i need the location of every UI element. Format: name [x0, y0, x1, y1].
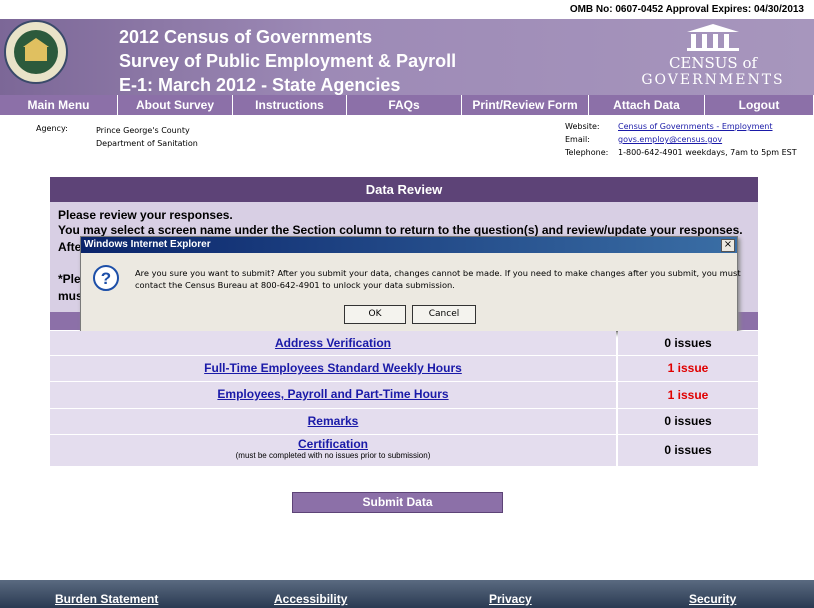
section-cell: Certification (must be completed with no …	[50, 435, 616, 466]
section-cell: Remarks	[50, 409, 616, 434]
close-button[interactable]: ×	[721, 239, 735, 252]
title-line: E-1: March 2012 - State Agencies	[119, 75, 401, 95]
cancel-button[interactable]: Cancel	[412, 305, 476, 324]
review-text: mus	[58, 289, 83, 303]
nav-item[interactable]: Instructions	[233, 95, 346, 115]
logo-line: GOVERNMENTS	[641, 72, 785, 88]
agency-line: Department of Sanitation	[96, 139, 198, 148]
survey-title: 2012 Census of Governments Survey of Pub…	[119, 25, 456, 97]
nav-item[interactable]: FAQs	[347, 95, 461, 115]
status-cell: 1 issue	[618, 382, 758, 408]
census-logo: CENSUS of GOVERNMENTS	[628, 22, 798, 90]
website-link[interactable]: Census of Governments - Employment	[618, 122, 773, 131]
svg-text:?: ?	[101, 269, 111, 288]
section-cell: Address Verification	[50, 331, 616, 355]
status-cell: 0 issues	[618, 331, 758, 355]
agency-label: Agency:	[36, 124, 68, 133]
label: Telephone:	[565, 148, 609, 157]
section-cell: Employees, Payroll and Part-Time Hours	[50, 382, 616, 408]
section-cell: Full-Time Employees Standard Weekly Hour…	[50, 356, 616, 381]
contact-values: Census of Governments - Employment govs.…	[618, 120, 797, 159]
omb-info: OMB No: 0607-0452 Approval Expires: 04/3…	[569, 4, 804, 15]
dialog-title: Windows Internet Explorer	[81, 237, 737, 253]
section-note: (must be completed with no issues prior …	[235, 451, 431, 460]
section-link[interactable]: Remarks	[307, 414, 359, 428]
review-text: *Ple	[58, 272, 81, 286]
agency-name: Prince George's County Department of San…	[96, 124, 198, 150]
review-text: Please review your responses.	[58, 208, 233, 222]
nav-bar: Main Menu About Survey Instructions FAQs Pri…	[0, 95, 814, 115]
nav-item[interactable]: Attach Data	[589, 95, 704, 115]
footer-link[interactable]: Privacy	[489, 592, 532, 606]
submit-button[interactable]: Submit Data	[292, 492, 503, 513]
footer: Burden Statement Accessibility Privacy Secu…	[0, 580, 814, 608]
section-link[interactable]: Employees, Payroll and Part-Time Hours	[217, 387, 449, 401]
label: Email:	[565, 135, 590, 144]
nav-item[interactable]: Logout	[705, 95, 813, 115]
email-link[interactable]: govs.employ@census.gov	[618, 135, 723, 144]
section-link[interactable]: Certification	[297, 437, 368, 451]
status-cell: 1 issue	[618, 356, 758, 381]
message-line: Are you sure you want to submit? After y…	[135, 268, 741, 278]
question-icon: ?	[93, 265, 119, 291]
ok-button[interactable]: OK	[344, 305, 406, 324]
agency-line: Prince George's County	[96, 126, 190, 135]
title-line: 2012 Census of Governments	[119, 27, 373, 47]
status-cell: 0 issues	[618, 409, 758, 434]
review-header: Data Review	[50, 177, 758, 202]
label: Website:	[565, 122, 600, 131]
footer-link[interactable]: Security	[689, 592, 737, 606]
review-text: You may select a screen name under the S…	[58, 223, 743, 237]
phone: 1-800-642-4901 weekdays, 7am to 5pm EST	[618, 148, 797, 157]
section-link[interactable]: Full-Time Employees Standard Weekly Hour…	[204, 361, 462, 375]
review-text: Afte	[58, 240, 82, 254]
contact-labels: Website: Email: Telephone:	[565, 120, 608, 159]
logo-columns	[687, 24, 739, 51]
footer-link[interactable]: Accessibility	[274, 592, 348, 606]
footer-link[interactable]: Burden Statement	[55, 592, 159, 606]
logo-line: CENSUS of	[668, 54, 758, 72]
nav-item[interactable]: Print/Review Form	[462, 95, 588, 115]
banner	[0, 19, 814, 95]
section-link[interactable]: Address Verification	[274, 336, 392, 350]
title-line: Survey of Public Employment & Payroll	[119, 51, 457, 71]
message-line: contact the Census Bureau at 800-642-490…	[135, 280, 455, 290]
dialog-message: Are you sure you want to submit? After y…	[135, 267, 741, 291]
dialog: Windows Internet Explorer × ? Are you su…	[80, 236, 741, 332]
status-cell: 0 issues	[618, 435, 758, 466]
nav-item[interactable]: Main Menu	[0, 95, 117, 115]
nav-item[interactable]: About Survey	[118, 95, 232, 115]
seal	[4, 20, 68, 84]
